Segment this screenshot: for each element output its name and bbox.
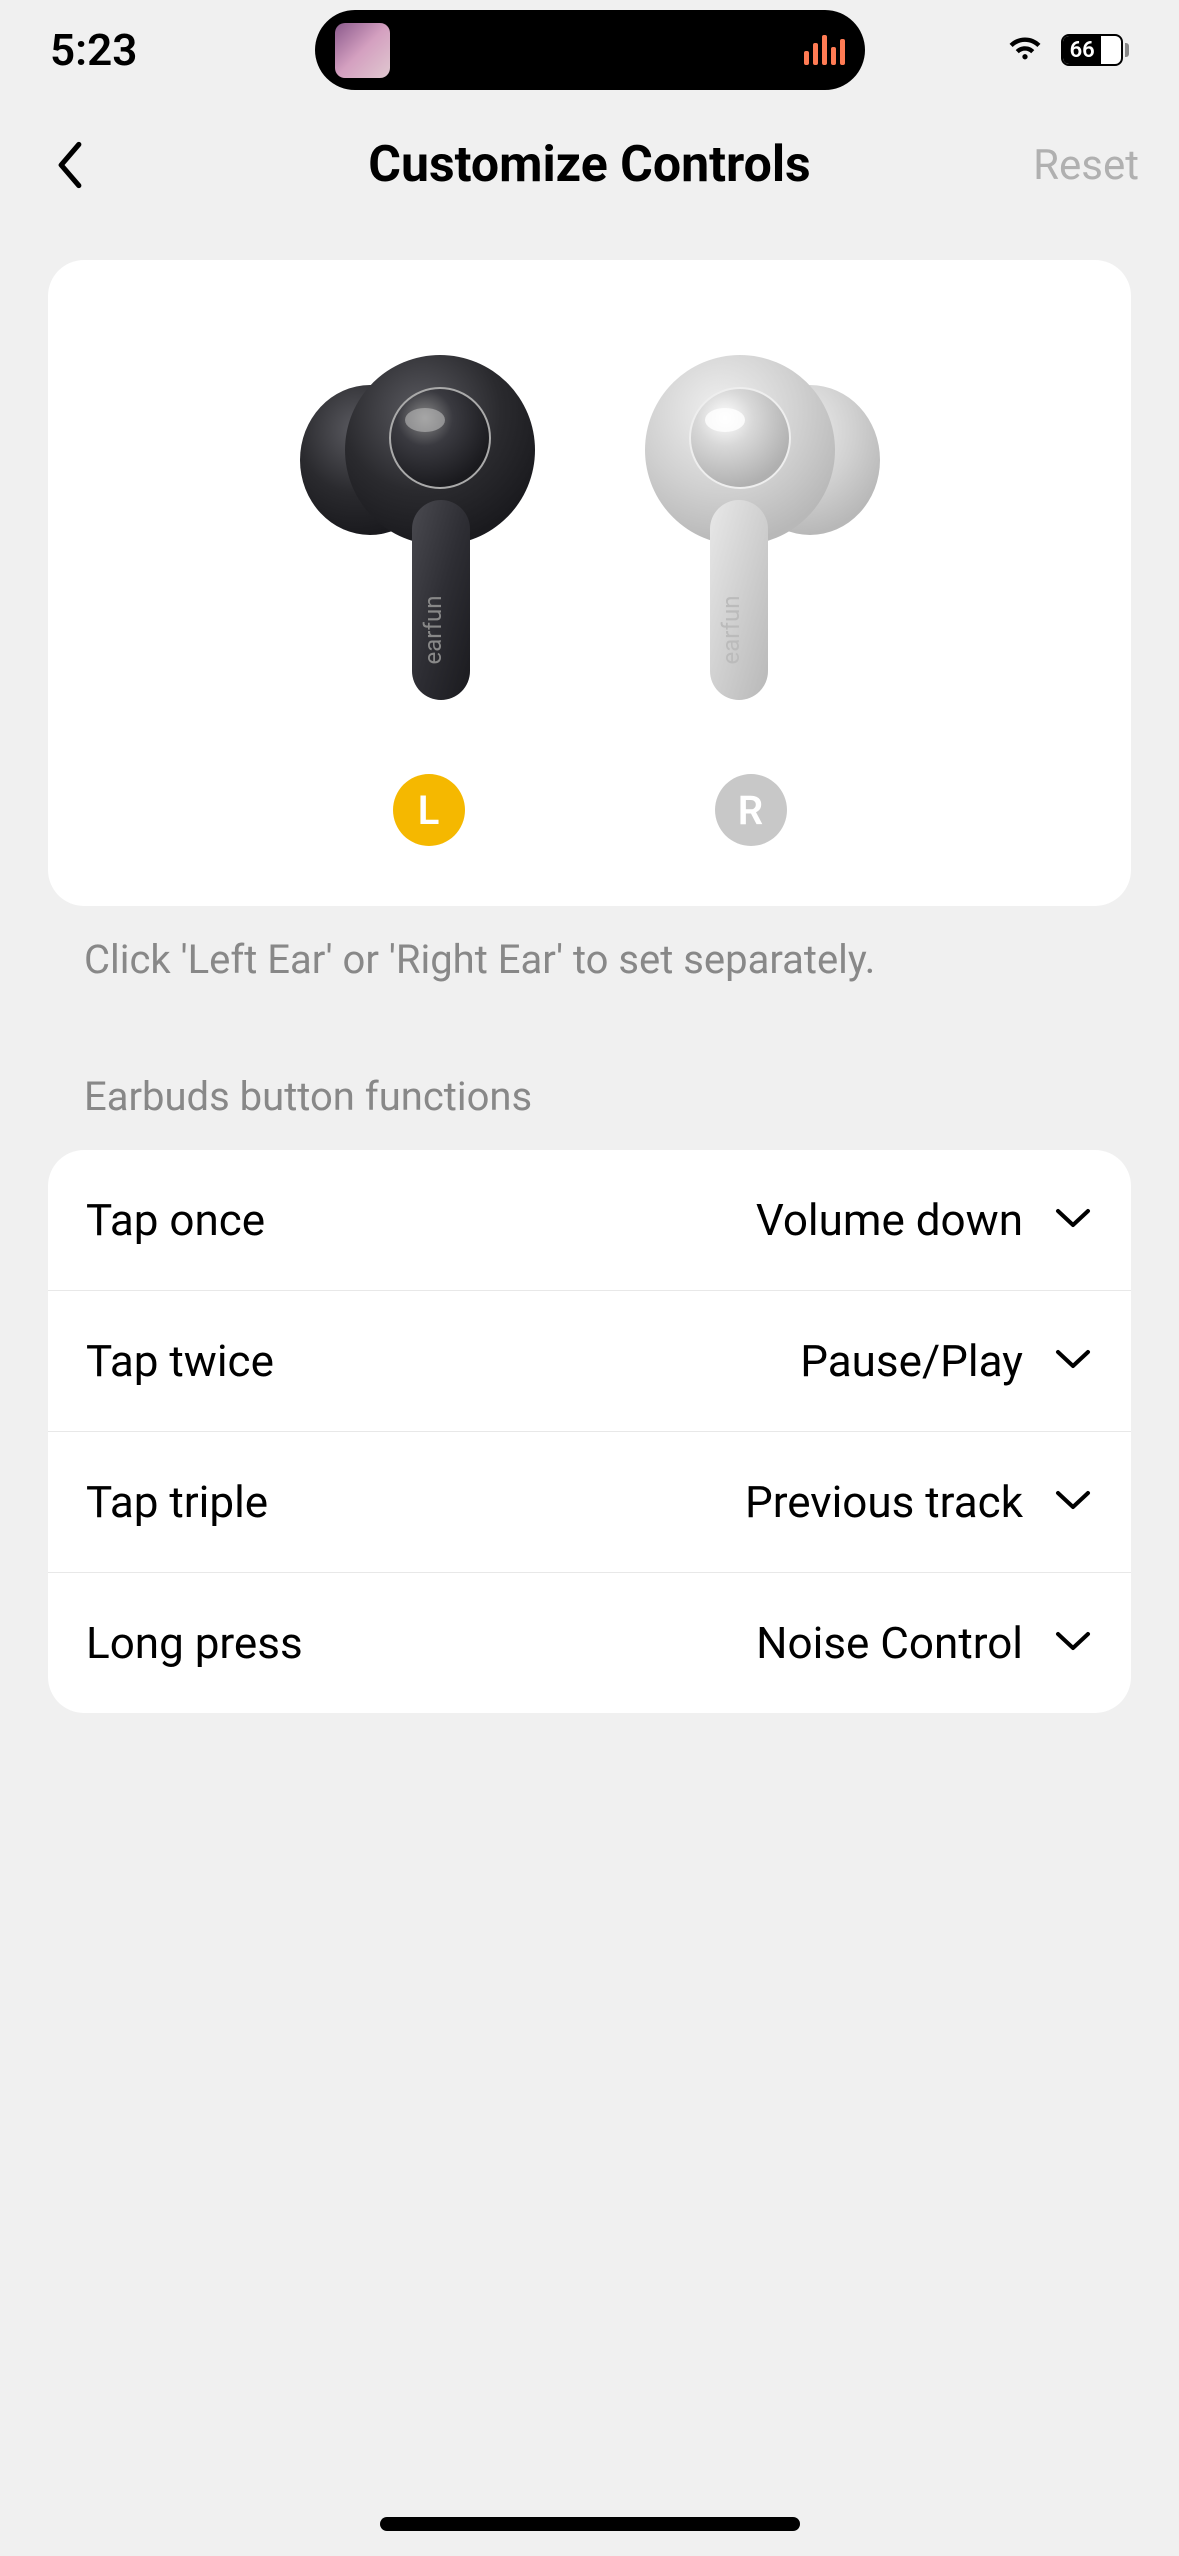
functions-section-label: Earbuds button functions — [48, 983, 1131, 1150]
function-row-long-press[interactable]: Long press Noise Control — [48, 1573, 1131, 1713]
reset-button[interactable]: Reset — [1033, 141, 1139, 190]
action-value: Previous track — [745, 1476, 1023, 1528]
gesture-label: Tap triple — [86, 1476, 268, 1528]
selector-hint: Click 'Left Ear' or 'Right Ear' to set s… — [48, 906, 1131, 983]
status-bar: 5:23 66 — [0, 0, 1179, 100]
function-row-tap-triple[interactable]: Tap triple Previous track — [48, 1432, 1131, 1573]
right-badge[interactable]: R — [715, 774, 787, 846]
svg-text:earfun: earfun — [419, 596, 447, 665]
page-title: Customize Controls — [368, 136, 811, 194]
function-row-tap-twice[interactable]: Tap twice Pause/Play — [48, 1291, 1131, 1432]
now-playing-art — [335, 23, 390, 78]
earbud-selector-card: earfun — [48, 260, 1131, 906]
chevron-down-icon — [1053, 1346, 1093, 1376]
chevron-down-icon — [1053, 1628, 1093, 1658]
status-time: 5:23 — [50, 24, 137, 76]
dynamic-island[interactable] — [315, 10, 865, 90]
action-value: Pause/Play — [800, 1335, 1023, 1387]
left-badge[interactable]: L — [393, 774, 465, 846]
status-right: 66 — [1004, 27, 1129, 73]
svg-text:earfun: earfun — [717, 596, 745, 665]
left-earbud[interactable]: earfun — [300, 350, 550, 724]
home-indicator[interactable] — [380, 2517, 800, 2531]
gesture-label: Tap once — [86, 1194, 265, 1246]
functions-list: Tap once Volume down Tap twice Pause/Pla… — [48, 1150, 1131, 1713]
action-value: Volume down — [756, 1194, 1023, 1246]
battery-indicator: 66 — [1061, 34, 1129, 66]
chevron-down-icon — [1053, 1205, 1093, 1235]
back-button[interactable] — [40, 135, 100, 195]
chevron-down-icon — [1053, 1487, 1093, 1517]
action-value: Noise Control — [756, 1617, 1023, 1669]
nav-header: Customize Controls Reset — [0, 100, 1179, 230]
wifi-icon — [1004, 27, 1046, 73]
audio-wave-icon — [804, 35, 845, 65]
right-earbud[interactable]: earfun — [630, 350, 880, 724]
function-row-tap-once[interactable]: Tap once Volume down — [48, 1150, 1131, 1291]
gesture-label: Long press — [86, 1617, 303, 1669]
gesture-label: Tap twice — [86, 1335, 274, 1387]
battery-level: 66 — [1063, 36, 1101, 64]
